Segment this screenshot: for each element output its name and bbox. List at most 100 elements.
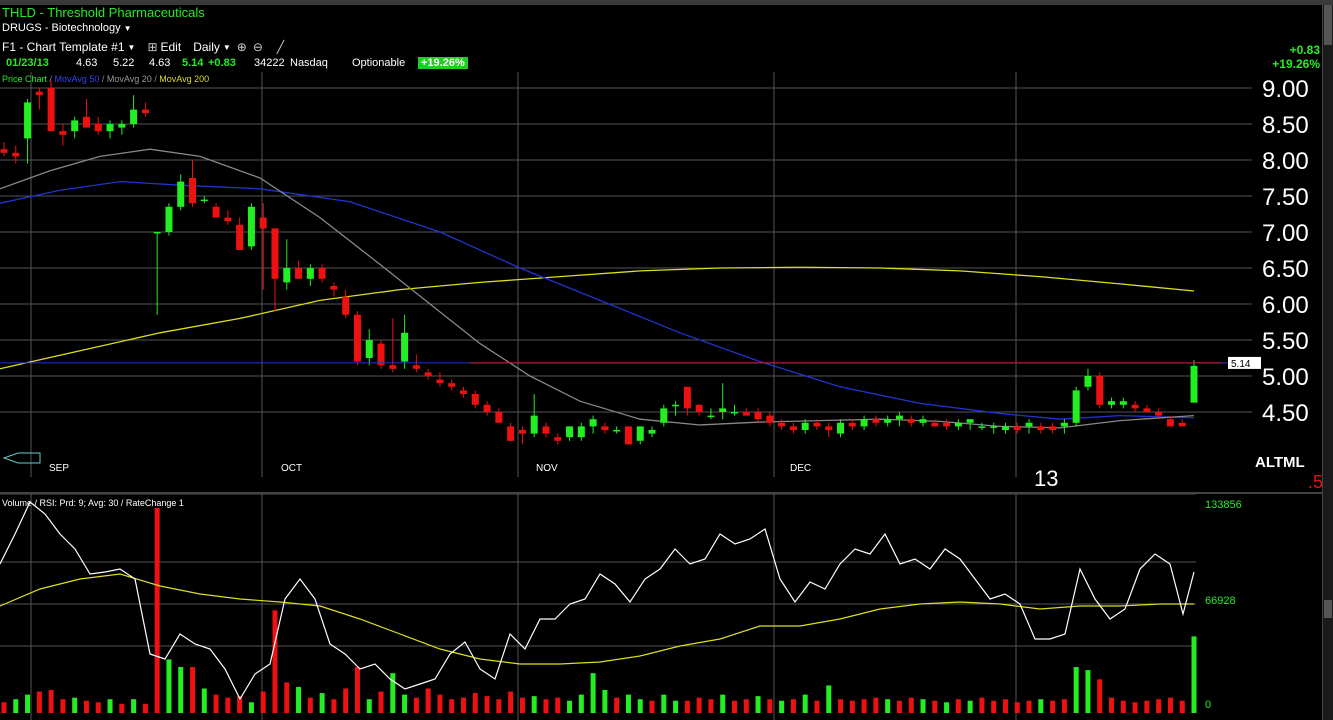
candle-body — [566, 426, 574, 438]
candle-body — [613, 430, 621, 432]
vertical-scrollbar[interactable] — [1322, 5, 1333, 720]
volume-bar — [83, 700, 89, 713]
candle-body — [212, 206, 220, 218]
volume-bar — [166, 659, 172, 713]
price-tick-label: 7.50 — [1262, 184, 1309, 211]
volume-bar — [237, 696, 243, 713]
volume-max-label: 133856 — [1205, 499, 1242, 511]
lower-legend[interactable]: Volume / RSI: Prd: 9; Avg: 30 / RateChan… — [2, 498, 184, 508]
candle-body — [1096, 376, 1104, 405]
volume-bar — [1061, 699, 1067, 713]
candle-body — [342, 296, 350, 315]
small-marker: .5 — [1308, 472, 1322, 492]
volume-zero-label: 0 — [1205, 699, 1211, 711]
volume-bar — [684, 700, 690, 713]
candle-body — [224, 217, 232, 222]
volume-bar — [908, 697, 914, 713]
candle-body — [872, 419, 880, 423]
volume-bar — [1109, 697, 1115, 713]
template-dropdown[interactable]: F1 - Chart Template #1 ▼ — [2, 40, 135, 54]
candle-body — [624, 426, 632, 445]
candle-body — [742, 412, 750, 416]
volume-bar — [755, 696, 761, 713]
volume-bar — [60, 699, 66, 713]
quote-line: 01/23/13 4.63 5.22 4.63 5.14 +0.83 34222… — [2, 57, 482, 71]
volume-bar — [48, 690, 54, 713]
period-dropdown[interactable]: Daily ▼ — [193, 40, 231, 54]
volume-bar — [1132, 702, 1138, 713]
candle-body — [683, 386, 691, 409]
candle-body — [978, 426, 986, 428]
candle-body — [507, 426, 515, 441]
legend-ma200[interactable]: MovAvg 200 — [159, 74, 210, 84]
candle-body — [1013, 426, 1021, 430]
zoom-in-icon[interactable]: ⊕ — [236, 40, 247, 54]
candle-body — [401, 332, 409, 362]
volume-bar — [743, 699, 749, 713]
year-label: 13 — [1034, 466, 1058, 491]
volume-bar — [461, 697, 467, 713]
volume-bar — [920, 699, 926, 713]
price-tick-label: 8.50 — [1262, 112, 1309, 139]
volume-bar — [567, 700, 573, 713]
volume-bar — [331, 699, 337, 713]
volume-chart[interactable]: 133856 66928 0 — [0, 494, 1322, 720]
candle-body — [848, 422, 856, 427]
volume-bar — [36, 691, 42, 713]
candle-body — [1025, 422, 1033, 427]
ma200-line — [0, 266, 1195, 370]
edit-button[interactable]: ⊞ Edit — [147, 40, 181, 54]
scrollbar-thumb[interactable] — [1324, 5, 1332, 45]
candle-body — [542, 426, 550, 434]
candle-body — [648, 430, 656, 434]
candle-body — [789, 426, 797, 430]
candle-body — [259, 217, 267, 229]
scrollbar-thumb-lower[interactable] — [1324, 600, 1332, 618]
candle-body — [189, 178, 197, 204]
scroll-handle-icon[interactable] — [2, 452, 41, 464]
rsi-average-line — [0, 573, 1194, 665]
volume-bar — [1, 702, 7, 713]
volume-mid-label: 66928 — [1205, 595, 1236, 607]
legend-ma20[interactable]: MovAvg 20 — [106, 74, 152, 84]
change-value: +0.83 — [1289, 43, 1320, 57]
volume-bar — [861, 699, 867, 713]
sector-dropdown[interactable]: DRUGS - Biotechnology ▼ — [2, 22, 132, 34]
legend-price[interactable]: Price Chart — [2, 74, 48, 84]
candle-body — [353, 314, 361, 362]
volume-bar — [790, 699, 796, 713]
candle-body — [200, 199, 208, 202]
candle-body — [130, 109, 138, 124]
volume-bar — [944, 702, 950, 713]
chevron-down-icon: ▼ — [222, 42, 231, 52]
volume-bar — [1097, 679, 1103, 713]
volume-bar — [519, 697, 525, 713]
volume-bar — [1085, 670, 1091, 713]
volume-bar — [472, 693, 478, 713]
quote-date: 01/23/13 — [6, 57, 49, 69]
quote-change: +0.83 — [208, 57, 236, 69]
candle-body — [554, 437, 562, 441]
candle-body — [71, 120, 79, 132]
quote-exchange: Nasdaq — [290, 57, 328, 69]
volume-bar — [1191, 636, 1197, 713]
candle-body — [907, 419, 915, 423]
last-price-label: 5.14 — [1231, 359, 1251, 370]
candle-body — [707, 415, 715, 418]
volume-bar — [555, 697, 561, 713]
candle-body — [82, 116, 90, 128]
legend-ma50[interactable]: MovAvg 50 — [54, 74, 100, 84]
price-chart[interactable]: 9.00 8.50 8.00 7.50 7.00 6.50 6.00 5.50 5.00 4.50… — [0, 72, 1322, 494]
zoom-out-icon[interactable]: ⊖ — [252, 40, 263, 54]
rsi-line — [0, 501, 1195, 701]
volume-bar — [531, 696, 537, 713]
volume-bar — [119, 703, 125, 713]
volume-bar — [1050, 700, 1056, 713]
volume-bar — [25, 694, 31, 713]
chevron-down-icon: ▼ — [127, 42, 136, 52]
quote-low: 4.63 — [149, 57, 171, 69]
draw-line-icon[interactable]: ╱ — [276, 40, 285, 54]
quote-open: 4.63 — [76, 57, 98, 69]
candle-body — [778, 422, 786, 427]
candle-body — [295, 268, 303, 279]
